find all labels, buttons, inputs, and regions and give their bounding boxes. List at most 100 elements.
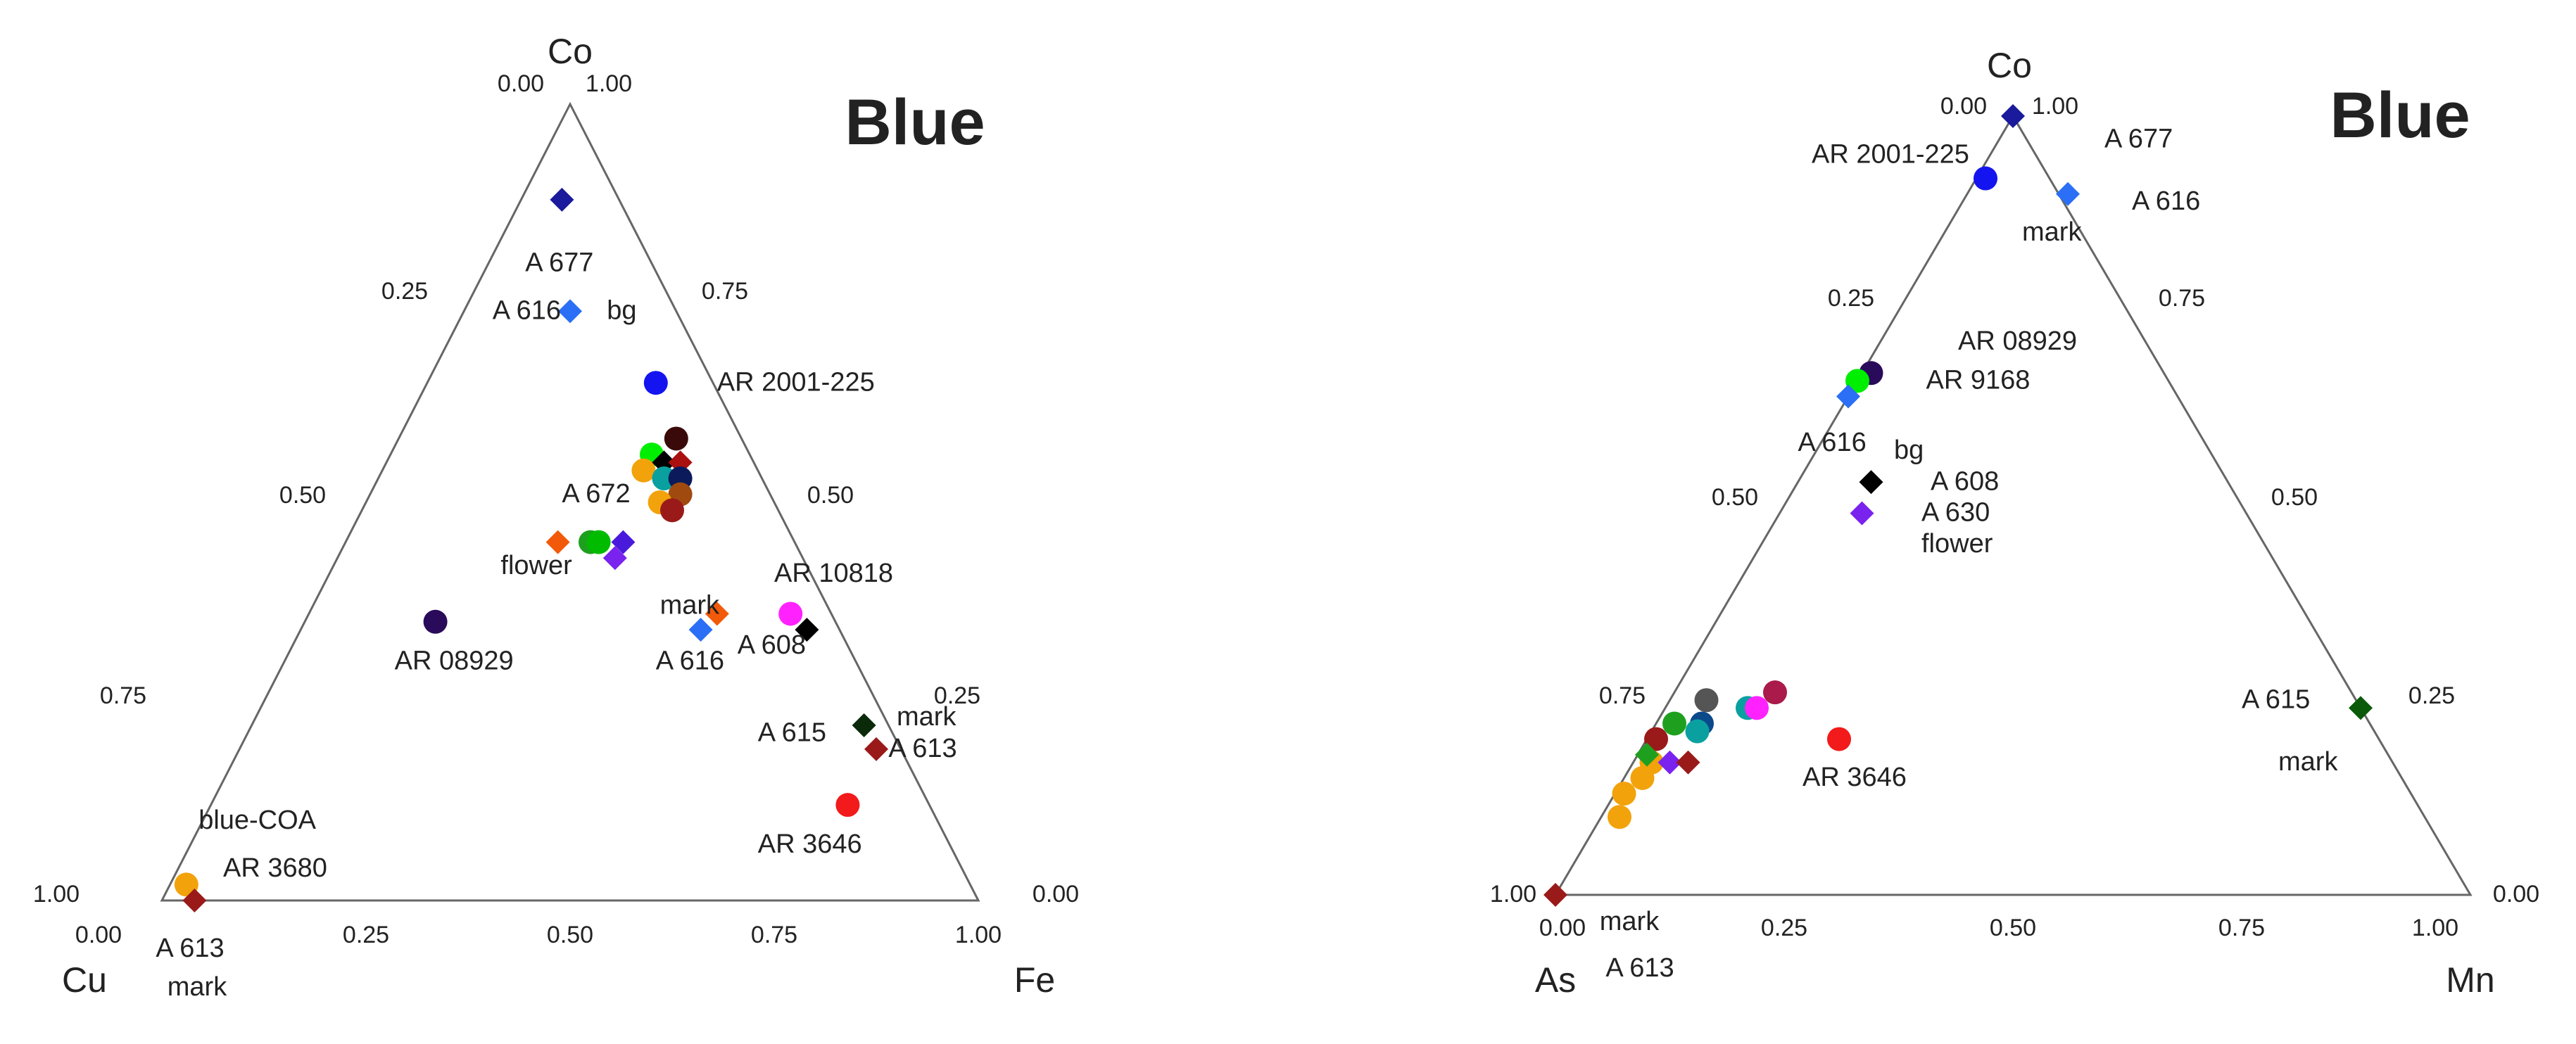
data-point-10	[1694, 688, 1719, 713]
point-labels: A 677 A 616 bg AR 2001-225 A 672 flower AR 089…	[198, 248, 956, 883]
tick-right-3: 0.25	[2408, 682, 2455, 709]
tick-right-1: 0.75	[702, 278, 748, 305]
data-point-28	[182, 889, 207, 912]
outside-label-a613: A 613	[1605, 953, 1674, 983]
tick-left-4: 1.00	[33, 881, 80, 908]
data-point-14	[1644, 727, 1668, 751]
point-label-13: A 615	[758, 718, 826, 748]
tick-bottom-3: 0.75	[751, 922, 797, 948]
point-label-4: AR 2001-225	[717, 368, 875, 397]
tick-bottom-1: 0.25	[343, 922, 389, 948]
point-label-3: A 616	[2132, 186, 2200, 216]
data-point-6	[1836, 384, 1860, 409]
data-point-26	[1543, 883, 1567, 907]
data-point-21	[688, 618, 713, 642]
data-point-22	[1630, 765, 1655, 790]
point-label-10: AR 10818	[774, 559, 893, 588]
data-point-5	[664, 426, 688, 451]
data-point-17	[602, 546, 627, 571]
tick-bottom-0: 0.00	[1539, 915, 1586, 941]
point-label-3: bg	[607, 296, 636, 326]
tick-left-4: 1.00	[1490, 881, 1536, 908]
outside-label-a613: A 613	[156, 934, 224, 963]
tick-left-2: 0.50	[1712, 484, 1758, 511]
point-label-16: blue-COA	[198, 806, 316, 835]
point-label-8: bg	[1894, 435, 1924, 465]
tick-left-0: 0.00	[1940, 93, 1987, 120]
data-point-8	[1850, 501, 1874, 526]
data-point-24	[852, 713, 876, 737]
data-point-23	[795, 618, 819, 642]
data-point-21	[1676, 750, 1700, 775]
point-label-10: A 630	[1921, 498, 1990, 528]
data-point-25	[864, 737, 888, 761]
tick-right-4: 0.00	[1033, 881, 1079, 908]
point-label-6: AR 9168	[1926, 365, 2031, 395]
ternary-chart-co-cu-fe: A 677 A 616 bg AR 2001-225 A 672 flower AR 089…	[33, 32, 1079, 1002]
tick-bottom-4: 1.00	[2412, 915, 2458, 941]
point-label-13: mark	[2278, 747, 2338, 777]
tick-right-1: 0.75	[2159, 285, 2205, 312]
data-points	[1543, 104, 2373, 907]
data-point-20	[705, 601, 729, 626]
point-label-6: flower	[500, 551, 572, 580]
triangle-frame	[160, 101, 980, 902]
point-label-9: A 616	[656, 647, 724, 676]
point-label-17: AR 3680	[223, 853, 327, 883]
data-point-13	[1685, 719, 1710, 744]
vertex-label-left: As	[1535, 960, 1576, 1000]
point-label-14: AR 3646	[1802, 763, 1907, 792]
point-label-11: flower	[1921, 529, 1993, 559]
data-point-25	[1827, 727, 1851, 751]
vertex-label-right: Fe	[1014, 960, 1055, 1000]
point-label-8: mark	[660, 590, 720, 620]
data-point-11	[1662, 711, 1686, 736]
data-point-16	[611, 530, 636, 554]
point-label-5: AR 08929	[1958, 326, 2077, 356]
data-point-2	[1974, 166, 1997, 191]
point-label-1: A 677	[525, 248, 593, 278]
point-label-7: A 616	[1798, 428, 1867, 457]
data-point-13	[660, 498, 684, 523]
data-point-7	[1859, 470, 1883, 495]
triangle-frame	[1553, 114, 2473, 896]
data-point-22	[778, 601, 803, 626]
point-label-4: mark	[2022, 217, 2082, 247]
data-point-9	[2349, 696, 2373, 720]
point-label-9: A 608	[1931, 466, 1999, 496]
tick-right-2: 0.50	[2271, 484, 2318, 511]
outside-label-mark: mark	[168, 972, 227, 1002]
outside-label-mark: mark	[1600, 907, 1660, 936]
data-point-3	[643, 371, 668, 395]
point-label-12: A 615	[2242, 685, 2310, 714]
point-label-2: A 616	[493, 296, 561, 326]
point-label-15: AR 3646	[758, 829, 862, 859]
data-point-15	[586, 530, 611, 554]
data-point-1	[550, 187, 574, 212]
vertex-label-left: Cu	[62, 960, 107, 1000]
data-point-20	[1658, 750, 1682, 775]
point-label-5: A 672	[562, 479, 630, 509]
data-point-27	[174, 872, 198, 897]
vertex-label-top: Co	[1987, 46, 2032, 85]
tick-bottom-2: 0.50	[1990, 915, 2036, 941]
point-label-1: A 677	[2104, 124, 2173, 153]
tick-bottom-4: 1.00	[955, 922, 1002, 948]
point-label-11: A 608	[738, 630, 806, 660]
tick-right-4: 0.00	[2493, 881, 2539, 908]
tick-left-1: 0.25	[381, 278, 428, 305]
tick-left-3: 0.75	[1599, 682, 1646, 709]
tick-right-3: 0.25	[934, 682, 980, 709]
tick-left-0: 0.00	[498, 70, 544, 97]
tick-bottom-1: 0.25	[1761, 915, 1807, 941]
point-label-7: AR 08929	[395, 647, 514, 676]
tick-bottom-2: 0.50	[547, 922, 593, 948]
point-labels: A 677 AR 2001-225 A 616 mark AR 08929 AR 9168…	[1798, 124, 2339, 792]
data-point-5	[1845, 369, 1869, 393]
data-point-17	[1763, 680, 1787, 705]
tick-right-0: 1.00	[2032, 93, 2078, 120]
data-point-24	[1608, 805, 1631, 829]
data-point-26	[835, 793, 860, 817]
tick-left-1: 0.25	[1828, 285, 1874, 312]
